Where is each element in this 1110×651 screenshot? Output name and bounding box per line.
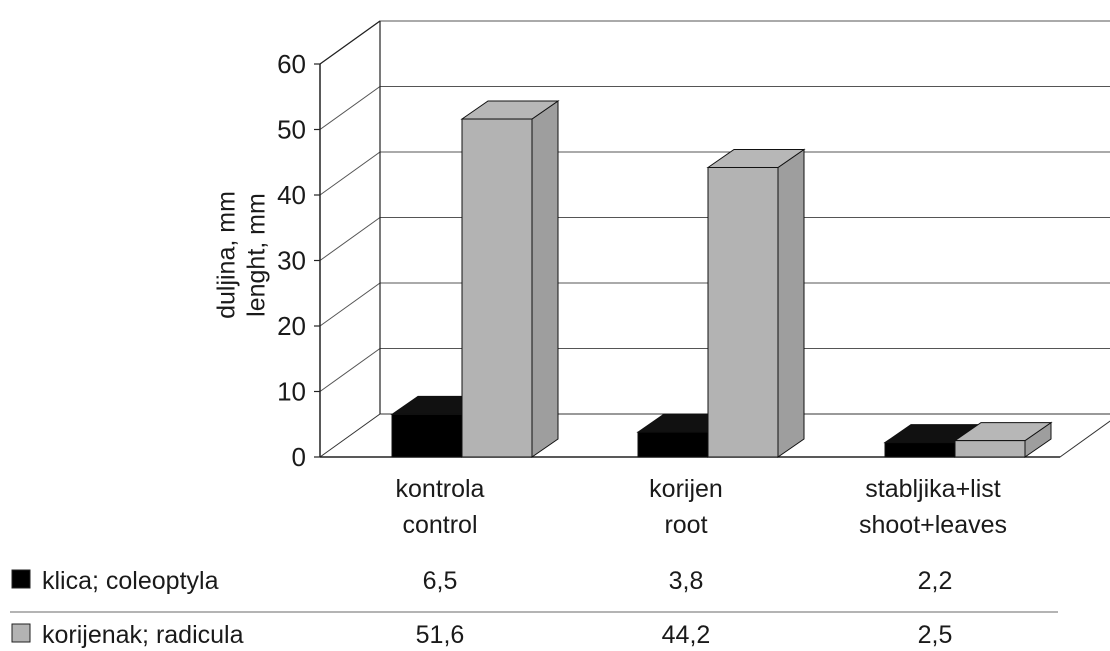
- bar-1-1: [706, 148, 806, 458]
- table-value: 51,6: [416, 621, 465, 649]
- y-tick-label: 20: [277, 311, 306, 341]
- bar-front: [637, 431, 709, 458]
- data-table: klica; coleoptyla 6,5 3,8 2,2 korijenak; rad…: [10, 567, 1058, 649]
- y-tick-label: 60: [277, 49, 306, 79]
- y-axis-title: duljina, mm lenght, mm: [213, 191, 271, 319]
- legend-label: korijenak; radicula: [42, 621, 244, 649]
- y-axis-title-line: lenght, mm: [243, 193, 271, 317]
- y-axis-title-line: duljina, mm: [213, 191, 241, 319]
- x-tick-label: korijen: [649, 475, 723, 503]
- table-value: 2,5: [918, 621, 953, 649]
- y-tick-label: 30: [277, 246, 306, 276]
- y-tick-label: 0: [292, 442, 306, 472]
- x-tick-label: control: [402, 511, 477, 539]
- y-tick-label: 10: [277, 377, 306, 407]
- x-tick-label: kontrola: [396, 475, 485, 503]
- axis-edge: [319, 20, 381, 65]
- x-tick-label: shoot+leaves: [859, 511, 1007, 539]
- bar-front: [884, 442, 956, 458]
- legend-swatch: [11, 623, 31, 643]
- bar-side: [777, 148, 805, 458]
- bar-0-1: [460, 100, 560, 458]
- y-tick-label: 50: [277, 115, 306, 145]
- table-value: 6,5: [423, 567, 458, 595]
- y-tick-label: 40: [277, 180, 306, 210]
- bar-front: [707, 166, 779, 458]
- bar-front: [954, 440, 1026, 458]
- bar-front: [461, 118, 533, 458]
- table-value: 2,2: [918, 567, 953, 595]
- x-tick-label: stabljika+list: [865, 475, 1001, 503]
- legend-label: klica; coleoptyla: [42, 567, 219, 595]
- y-axis-ticks: 0 10 20 30 40 50 60: [277, 49, 320, 472]
- x-tick-label: root: [664, 511, 707, 539]
- table-value: 3,8: [669, 567, 704, 595]
- table-value: 44,2: [662, 621, 711, 649]
- bars: [390, 100, 1053, 458]
- legend-swatch: [11, 569, 31, 589]
- bar-front: [391, 413, 463, 458]
- bar-2-1: [953, 421, 1053, 458]
- bar-side: [531, 100, 559, 458]
- x-axis-labels: kontrola control korijen root stabljika+list…: [396, 475, 1007, 539]
